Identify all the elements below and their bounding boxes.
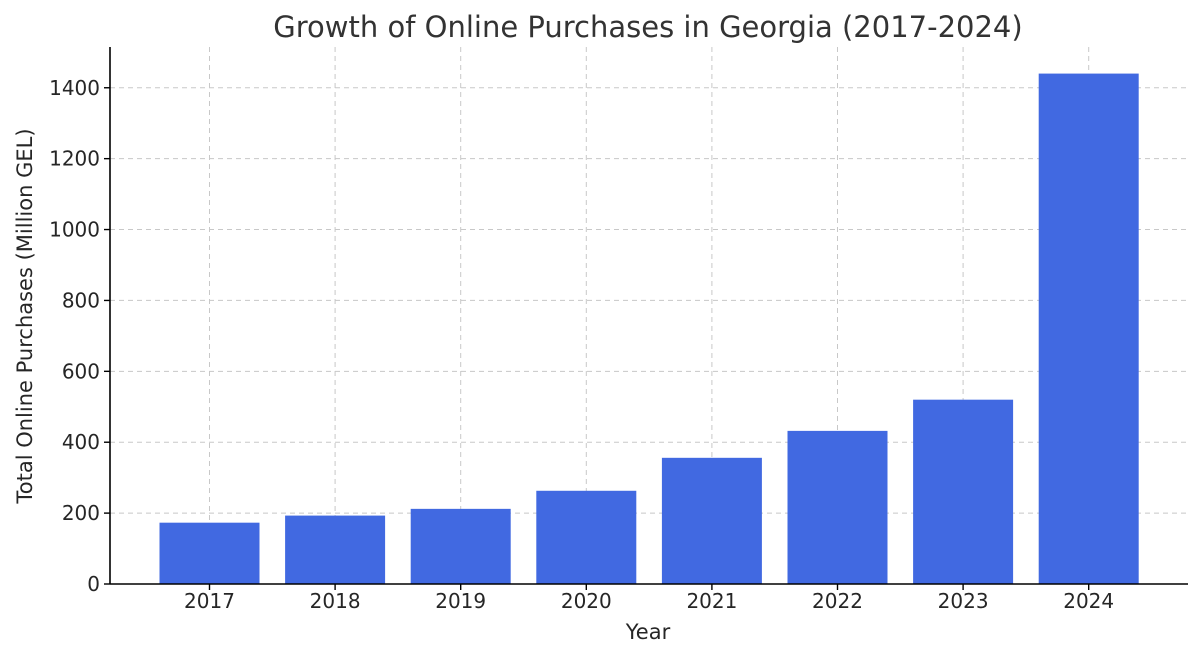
x-tick-label: 2018 bbox=[310, 589, 361, 613]
bar-2020 bbox=[536, 490, 637, 584]
y-tick-label: 600 bbox=[62, 359, 100, 383]
x-tick-label: 2022 bbox=[812, 589, 863, 613]
chart-title: Growth of Online Purchases in Georgia (2… bbox=[273, 10, 1022, 44]
y-axis-ticks: 0 200 400 600 800 1000 1200 1400 bbox=[49, 76, 110, 596]
y-tick-label: 200 bbox=[62, 501, 100, 525]
bar-2018 bbox=[285, 515, 386, 584]
y-tick-label: 400 bbox=[62, 430, 100, 454]
y-axis-title: Total Online Purchases (Million GEL) bbox=[13, 128, 37, 504]
y-tick-label: 1000 bbox=[49, 218, 100, 242]
bar-2021 bbox=[661, 457, 762, 584]
x-tick-label: 2019 bbox=[435, 589, 486, 613]
y-tick-label: 800 bbox=[62, 288, 100, 312]
y-tick-label: 1200 bbox=[49, 147, 100, 171]
x-tick-label: 2024 bbox=[1063, 589, 1114, 613]
bar-2022 bbox=[787, 430, 888, 584]
x-tick-label: 2023 bbox=[938, 589, 989, 613]
y-tick-label: 1400 bbox=[49, 76, 100, 100]
x-tick-label: 2021 bbox=[686, 589, 737, 613]
bar-2017 bbox=[159, 522, 260, 584]
bar-2019 bbox=[410, 508, 511, 584]
axes bbox=[109, 47, 1188, 585]
bar-2024 bbox=[1038, 73, 1139, 584]
grid bbox=[110, 47, 1188, 584]
x-tick-label: 2017 bbox=[184, 589, 235, 613]
bar-2023 bbox=[913, 399, 1014, 584]
y-tick-label: 0 bbox=[87, 572, 100, 596]
x-axis-ticks: 2017 2018 2019 2020 2021 2022 2023 2024 bbox=[184, 584, 1114, 613]
bars bbox=[159, 73, 1139, 584]
x-tick-label: 2020 bbox=[561, 589, 612, 613]
x-axis-title: Year bbox=[625, 620, 671, 644]
